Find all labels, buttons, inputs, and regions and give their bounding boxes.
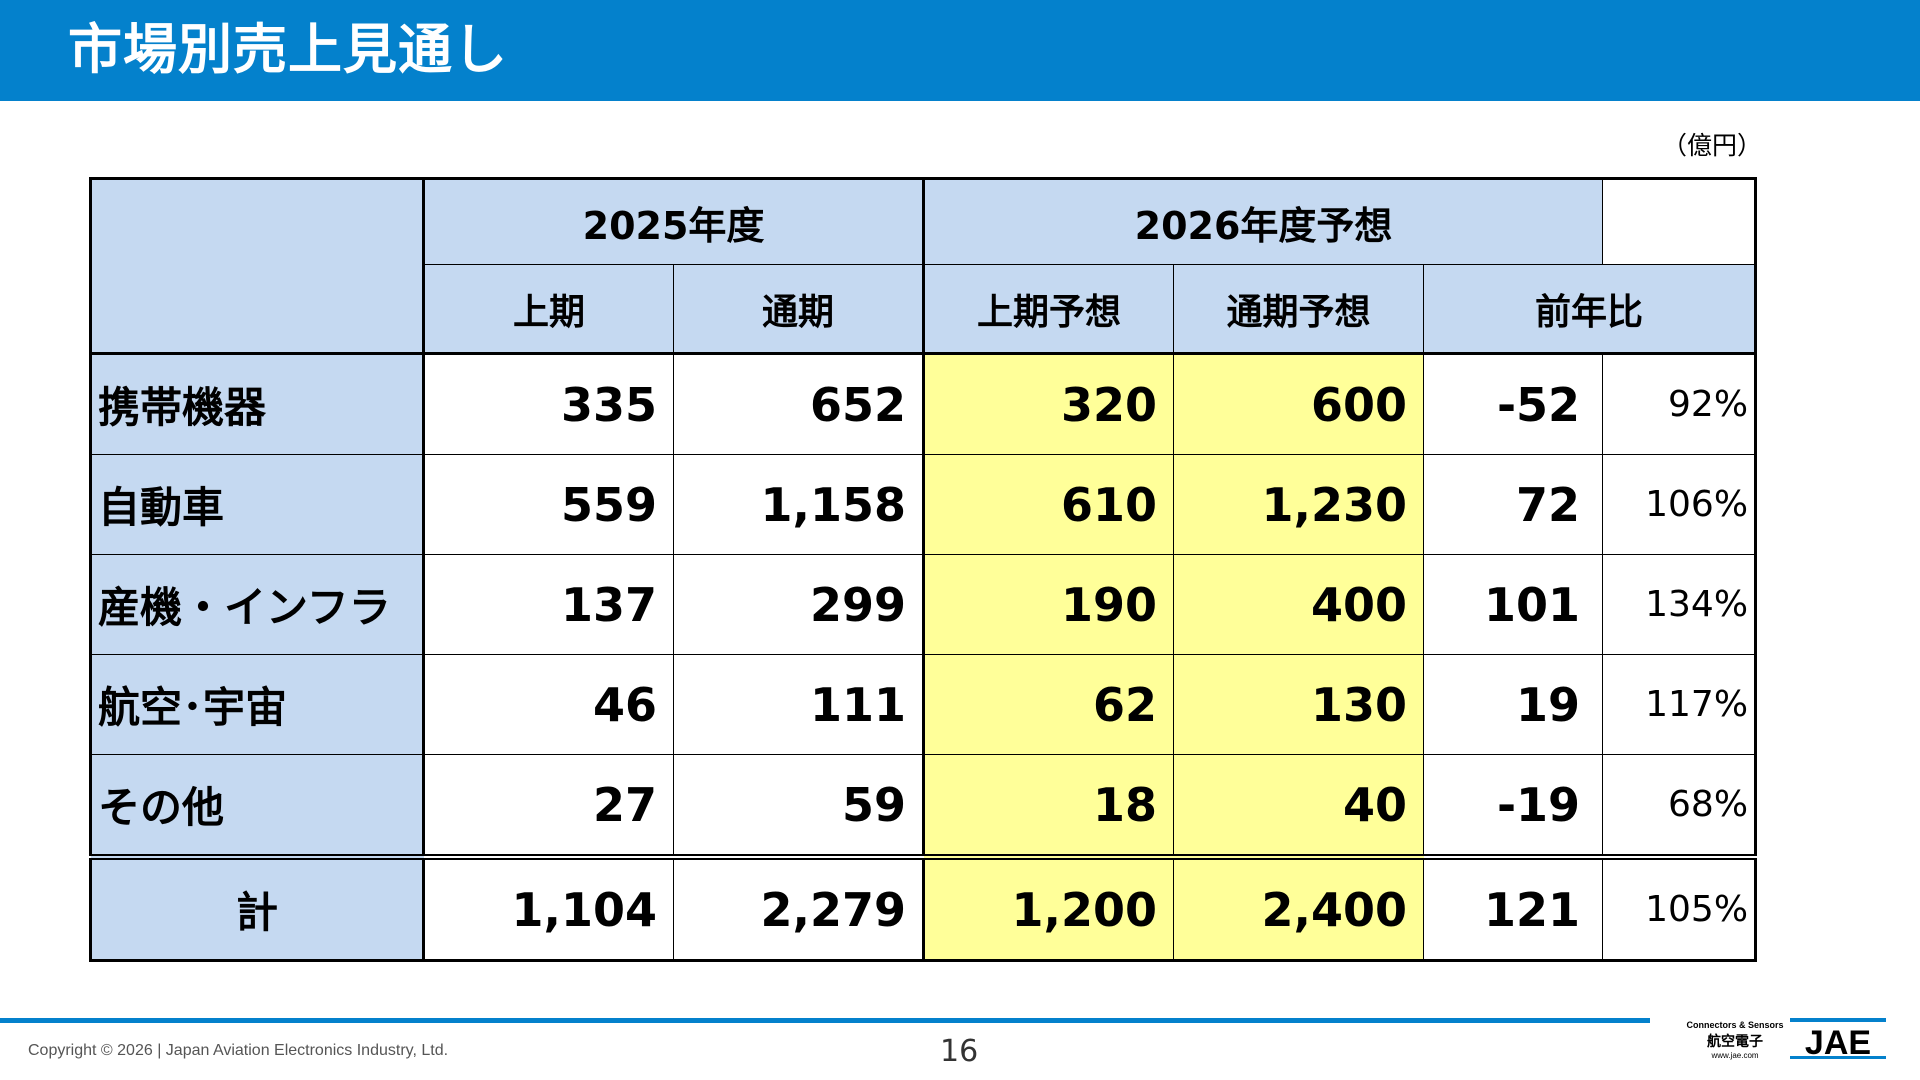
cell-fy2026-full-forecast: 130 xyxy=(1173,654,1425,755)
table-row: 航空･宇宙 46 111 62 130 19 117% xyxy=(90,654,1757,755)
total-yoy-diff: 121 xyxy=(1423,854,1604,961)
title-bar: 市場別売上見通し xyxy=(0,0,1920,101)
cell-fy2025-h1: 27 xyxy=(422,754,674,858)
cell-yoy-diff: 101 xyxy=(1423,554,1604,655)
total-yoy-ratio: 105% xyxy=(1602,854,1757,961)
unit-note: （億円） xyxy=(1661,131,1762,160)
cell-fy2026-h1-forecast: 320 xyxy=(922,353,1175,455)
cell-fy2026-h1-forecast: 62 xyxy=(922,654,1175,755)
cell-yoy-ratio: 106% xyxy=(1602,454,1757,555)
total-fy2025-full: 2,279 xyxy=(672,854,925,961)
cell-fy2025-full: 652 xyxy=(672,353,925,455)
cell-fy2026-full-forecast: 1,230 xyxy=(1173,454,1425,555)
header-fy2025: 2025年度 xyxy=(421,178,925,265)
jae-logo-icon: JAE xyxy=(1790,1018,1886,1060)
slide-title: 市場別売上見通し xyxy=(68,18,508,81)
header-fy2026-forecast: 2026年度予想 xyxy=(922,178,1604,265)
subheader-full-year-forecast: 通期予想 xyxy=(1173,264,1425,355)
cell-yoy-diff: -52 xyxy=(1423,353,1604,455)
table-row: その他 27 59 18 40 -19 68% xyxy=(90,754,1757,858)
total-fy2026-full-forecast: 2,400 xyxy=(1173,854,1425,961)
subheader-h1-forecast: 上期予想 xyxy=(922,264,1175,355)
cell-fy2025-h1: 335 xyxy=(422,353,674,455)
subheader-full-year: 通期 xyxy=(672,264,925,355)
cell-yoy-ratio: 117% xyxy=(1602,654,1757,755)
market-sales-table: 2025年度 2026年度予想 上期 通期 上期予想 通期予想 前年比 携帯機器… xyxy=(89,177,1758,962)
cell-fy2026-full-forecast: 400 xyxy=(1173,554,1425,655)
cell-fy2026-h1-forecast: 18 xyxy=(922,754,1175,858)
cell-fy2025-h1: 137 xyxy=(422,554,674,655)
copyright-notice: Copyright © 2026 | Japan Aviation Electr… xyxy=(28,1042,449,1059)
cell-fy2026-h1-forecast: 190 xyxy=(922,554,1175,655)
header-corner-cell xyxy=(90,178,424,355)
cell-fy2025-h1: 559 xyxy=(422,454,674,555)
logo-brand-text: JAE xyxy=(1805,1024,1871,1060)
cell-yoy-ratio: 134% xyxy=(1602,554,1757,655)
row-label: 航空･宇宙 xyxy=(90,654,424,755)
cell-yoy-diff: 19 xyxy=(1423,654,1604,755)
cell-fy2025-full: 111 xyxy=(672,654,925,755)
row-label: 自動車 xyxy=(90,454,424,555)
row-label: 携帯機器 xyxy=(90,353,424,455)
table-row: 携帯機器 335 652 320 600 -52 92% xyxy=(90,353,1757,455)
table-row: 産機・インフラ 137 299 190 400 101 134% xyxy=(90,554,1757,655)
company-logo-text: Connectors & Sensors 航空電子 www.jae.com xyxy=(1680,1020,1790,1060)
cell-yoy-diff: -19 xyxy=(1423,754,1604,858)
cell-yoy-ratio: 68% xyxy=(1602,754,1757,858)
subheader-yoy: 前年比 xyxy=(1423,264,1757,355)
logo-tagline: Connectors & Sensors xyxy=(1686,1020,1784,1030)
cell-fy2025-full: 59 xyxy=(672,754,925,858)
cell-fy2026-full-forecast: 40 xyxy=(1173,754,1425,858)
table-row: 自動車 559 1,158 610 1,230 72 106% xyxy=(90,454,1757,555)
row-label: その他 xyxy=(90,754,424,858)
footer-divider xyxy=(0,1018,1650,1023)
total-fy2026-h1-forecast: 1,200 xyxy=(922,854,1175,961)
page-number: 16 xyxy=(940,1034,979,1069)
cell-fy2026-h1-forecast: 610 xyxy=(922,454,1175,555)
total-fy2025-h1: 1,104 xyxy=(422,854,674,961)
cell-yoy-ratio: 92% xyxy=(1602,353,1757,455)
logo-url: www.jae.com xyxy=(1711,1051,1759,1060)
cell-yoy-diff: 72 xyxy=(1423,454,1604,555)
cell-fy2025-full: 299 xyxy=(672,554,925,655)
subheader-h1: 上期 xyxy=(422,264,674,355)
cell-fy2025-full: 1,158 xyxy=(672,454,925,555)
total-row: 計 1,104 2,279 1,200 2,400 121 105% xyxy=(90,854,1757,961)
row-label: 産機・インフラ xyxy=(90,554,424,655)
logo-name-jp: 航空電子 xyxy=(1707,1034,1763,1050)
total-label: 計 xyxy=(90,854,424,961)
cell-fy2025-h1: 46 xyxy=(422,654,674,755)
cell-fy2026-full-forecast: 600 xyxy=(1173,353,1425,455)
